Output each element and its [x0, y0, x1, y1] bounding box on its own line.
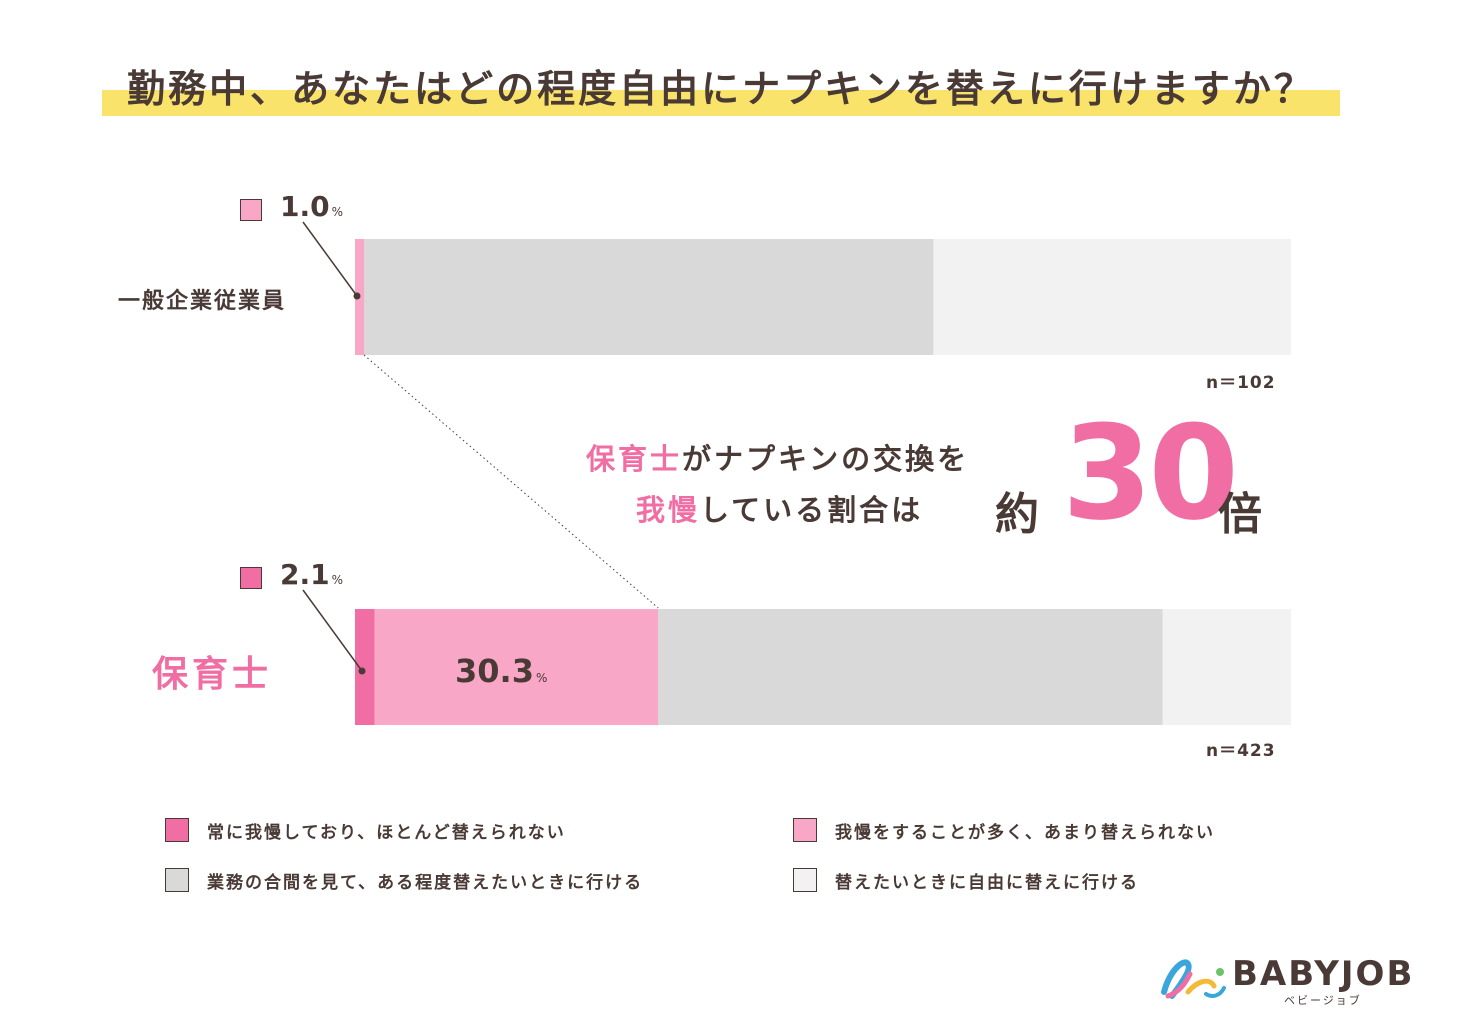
legend-swatch: [793, 818, 817, 842]
title-highlight: [102, 90, 1340, 116]
callout-leader-line-0: [302, 221, 358, 297]
legend-item-somewhat-free: 業務の合間を見て、ある程度替えたいときに行ける: [165, 867, 643, 893]
callout-dot-1: [358, 667, 366, 675]
babyjob-logo-mark-icon: [1161, 959, 1226, 999]
headline-text-1: がナプキンの交換を: [682, 442, 970, 476]
callout-number: 2.1: [280, 558, 330, 591]
logo-wordmark: BABYJOB: [1232, 954, 1415, 994]
headline-highlight-2: 我慢: [636, 493, 701, 527]
callout-value-nursery: 2.1%: [280, 558, 343, 591]
bar-segment-row1-free: [1162, 609, 1291, 725]
data-label-nursery-often: 30.3%: [455, 652, 547, 690]
data-label-number: 30.3: [455, 652, 534, 690]
bar-segment-row0-somewhat-free: [364, 239, 934, 355]
row-label-general-employees: 一般企業従業員: [118, 289, 287, 314]
babyjob-logo: BABYJOB ベビージョブ: [1158, 950, 1412, 1010]
legend-label: 常に我慢しており、ほとんど替えられない: [207, 822, 566, 843]
legend-item-always-endure: 常に我慢しており、ほとんど替えられない: [165, 817, 566, 843]
legend-swatch: [793, 868, 817, 892]
title-block: 勤務中、あなたはどの程度自由にナプキンを替えに行けますか？: [102, 58, 1340, 120]
headline-highlight-1: 保育士: [586, 442, 683, 476]
legend-swatch: [165, 868, 189, 892]
logo-subtitle: ベビージョブ: [1284, 994, 1362, 1007]
callout-leader-line-1: [302, 589, 363, 672]
headline-suffix: 倍: [1218, 489, 1262, 540]
sample-size-general: n＝102: [1206, 373, 1276, 393]
headline-prefix: 約: [995, 489, 1039, 540]
legend-swatch: [165, 818, 189, 842]
bar-segment-row1-always-endure: [355, 609, 375, 725]
legend-label: 業務の合間を見て、ある程度替えたいときに行ける: [207, 872, 644, 893]
bar-segment-row1-somewhat-free: [658, 609, 1163, 725]
callout-unit: %: [331, 205, 344, 219]
comparison-dotted-connector: [363, 354, 659, 609]
row-label-nursery-teachers: 保育士: [152, 654, 273, 695]
chart-title: 勤務中、あなたはどの程度自由にナプキンを替えに行けますか？: [127, 67, 1315, 111]
legend-item-often-endure: 我慢をすることが多く、あまり替えられない: [793, 817, 1215, 843]
legend-label: 替えたいときに自由に替えに行ける: [835, 872, 1139, 893]
bar-segment-row1-often-endure: [374, 609, 659, 725]
legend-item-free: 替えたいときに自由に替えに行ける: [793, 867, 1139, 893]
callout-number: 1.0: [280, 190, 330, 223]
bar-segment-row0-free: [933, 239, 1291, 355]
callout-value-general: 1.0%: [280, 190, 343, 223]
headline-line-2: 我慢している割合は: [636, 487, 923, 529]
headline-line-1: 保育士がナプキンの交換を: [586, 436, 969, 478]
sample-size-nursery: n＝423: [1206, 741, 1276, 761]
legend-label: 我慢をすることが多く、あまり替えられない: [835, 822, 1215, 843]
callout-unit: %: [331, 573, 344, 587]
callout-dot-0: [353, 292, 361, 300]
headline-text-2: している割合は: [700, 493, 924, 527]
data-label-unit: %: [535, 671, 548, 685]
callout-swatch-nursery: [240, 567, 262, 589]
headline-big-number: 30: [1062, 397, 1239, 549]
callout-swatch-general: [240, 199, 262, 221]
